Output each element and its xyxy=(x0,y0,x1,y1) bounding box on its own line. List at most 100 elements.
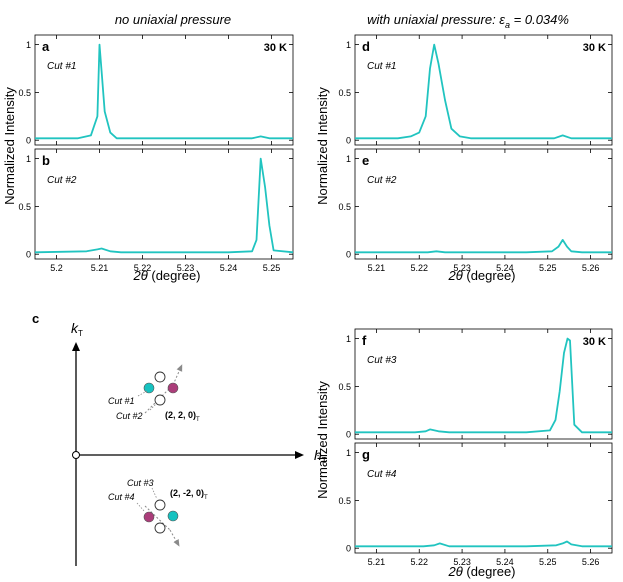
panel-e-xtick-label: 5.21 xyxy=(368,263,386,273)
panel-a: 0 0.5 1 a Cut #1 30 K xyxy=(18,34,294,146)
panel-d-letter: d xyxy=(362,39,370,54)
panel-a-frame xyxy=(34,34,294,146)
xlabel-left-unit: (degree) xyxy=(148,268,201,283)
h-axis-sub: T xyxy=(322,456,327,465)
panel-d-ytick-label: 1 xyxy=(346,40,351,50)
panel-e-xtick-label: 5.24 xyxy=(496,263,514,273)
panel-d-cut-label: Cut #1 xyxy=(367,61,396,72)
panel-d: 0 0.5 1 d Cut #1 30 K xyxy=(338,34,613,146)
panel-e-ytick-label: 1 xyxy=(346,154,351,164)
h-axis-label: hT xyxy=(314,447,327,465)
bottom-lower-open-circle xyxy=(154,522,166,534)
cut2-label: Cut #2 xyxy=(116,411,143,421)
panel-b-xtick-label: 5.24 xyxy=(220,263,238,273)
panel-f-ytick-label: 0.5 xyxy=(338,382,351,392)
panel-e-curve xyxy=(355,239,612,254)
panel-a-temperature: 30 K xyxy=(264,42,287,54)
panel-b-xtick-label: 5.21 xyxy=(91,263,109,273)
top-cluster-label: (2, 2, 0)T xyxy=(165,410,200,423)
panel-e-frame xyxy=(354,148,613,260)
panel-b-xtick-label: 5.25 xyxy=(263,263,281,273)
top-upper-open-circle xyxy=(154,371,166,383)
panel-f-ytick-label: 0 xyxy=(346,430,351,440)
panel-f-letter: f xyxy=(362,333,367,348)
bottom-cluster-index: (2, -2, 0) xyxy=(170,488,204,498)
right-column-title: with uniaxial pressure: εa = 0.034% xyxy=(367,12,569,30)
xlabel-left-symbol: 2θ xyxy=(132,268,147,283)
ylabel-top-right: Normalized Intensity xyxy=(315,87,330,205)
cut4-leader-line xyxy=(136,502,146,513)
panel-b-letter: b xyxy=(42,153,50,168)
panel-b-curve xyxy=(34,157,294,254)
panel-f-ytick-label: 1 xyxy=(346,334,351,344)
panel-g-xtick-label: 5.23 xyxy=(453,557,471,567)
panel-e-ytick-label: 0 xyxy=(346,250,351,260)
origin-point xyxy=(72,451,80,459)
panel-f-frame xyxy=(354,328,613,440)
h-axis-letter: h xyxy=(314,447,322,463)
k-axis-label: kT xyxy=(71,320,83,338)
panel-a-ytick-label: 0 xyxy=(26,136,31,146)
panel-g-xtick-label: 5.24 xyxy=(496,557,514,567)
panel-f-temperature: 30 K xyxy=(583,336,606,348)
top-magenta-circle xyxy=(167,382,179,394)
xlabel-bottom-right-unit: (degree) xyxy=(463,564,516,579)
panel-a-curve xyxy=(35,43,293,140)
panel-e-xtick-label: 5.26 xyxy=(582,263,600,273)
panel-a-ytick-label: 1 xyxy=(26,40,31,50)
k-axis-sub: T xyxy=(78,329,83,338)
k-axis-letter: k xyxy=(71,320,79,336)
bottom-cluster: Cut #3 Cut #4 (2, -2, 0)T xyxy=(108,478,208,547)
cut3-leader-line xyxy=(151,487,158,500)
panel-b-cut-label: Cut #2 xyxy=(47,175,77,186)
cut2-leader-line xyxy=(149,403,157,411)
top-cluster: Cut #1 Cut #2 (2, 2, 0)T xyxy=(108,364,200,423)
right-title-suffix: = 0.034% xyxy=(510,12,569,27)
panel-c-letter: c xyxy=(32,311,39,326)
panel-e-xtick-label: 5.23 xyxy=(453,263,471,273)
panel-f-cut-label: Cut #3 xyxy=(367,355,397,366)
cut3-label: Cut #3 xyxy=(127,478,154,488)
panel-b-xtick-label: 5.22 xyxy=(134,263,152,273)
bottom-upper-open-circle xyxy=(154,499,166,511)
xlabel-left: 2θ (degree) xyxy=(132,268,200,283)
panel-b-xtick-label: 5.23 xyxy=(177,263,195,273)
xlabel-bottom-right: 2θ (degree) xyxy=(447,564,515,579)
top-cluster-arrow xyxy=(172,364,183,386)
bottom-cluster-dotted-line xyxy=(144,505,171,531)
panel-g-xtick-label: 5.25 xyxy=(539,557,557,567)
panel-g-curve xyxy=(355,540,612,548)
top-lower-open-circle xyxy=(154,394,166,406)
panel-d-ytick-label: 0 xyxy=(346,136,351,146)
panel-e-letter: e xyxy=(362,153,369,168)
left-column-title: no uniaxial pressure xyxy=(115,12,231,27)
panel-g: 0 0.5 1 5.21 5.22 5.23 5.24 5.25 5.26 g Cut #4 xyxy=(338,442,613,567)
bottom-cluster-sub: T xyxy=(204,495,208,501)
panel-g-xtick-label: 5.26 xyxy=(582,557,600,567)
bottom-magenta-circle xyxy=(143,511,155,523)
panel-b-ytick-label: 0.5 xyxy=(18,202,31,212)
chart-panels: 0 0.5 1 a Cut #1 30 K 0 0.5 1 5.2 5.21 5.22 5.23 5.24… xyxy=(18,34,613,567)
bottom-cluster-label: (2, -2, 0)T xyxy=(170,488,208,501)
top-cluster-sub: T xyxy=(196,417,200,423)
panel-g-ytick-label: 1 xyxy=(346,448,351,458)
panel-d-ytick-label: 0.5 xyxy=(338,88,351,98)
panel-b-ytick-label: 0 xyxy=(26,250,31,260)
panel-b-ytick-label: 1 xyxy=(26,154,31,164)
bottom-cluster-arrow xyxy=(169,529,180,547)
right-title-subscript: a xyxy=(505,20,510,30)
xlabel-bottom-right-symbol: 2θ xyxy=(447,564,462,579)
panel-g-xtick-label: 5.21 xyxy=(368,557,386,567)
xlabel-top-right-symbol: 2θ xyxy=(447,268,462,283)
right-title-epsilon: ε xyxy=(499,12,505,27)
ylabel-top-left: Normalized Intensity xyxy=(2,87,17,205)
panel-e-xtick-label: 5.25 xyxy=(539,263,557,273)
right-title-prefix: with uniaxial pressure: xyxy=(367,12,499,27)
panel-g-frame xyxy=(354,442,613,554)
panel-d-curve xyxy=(355,43,612,140)
top-teal-circle xyxy=(143,382,155,394)
panel-e-ytick-label: 0.5 xyxy=(338,202,351,212)
panel-g-ytick-label: 0.5 xyxy=(338,496,351,506)
top-cluster-index: (2, 2, 0) xyxy=(165,410,196,420)
